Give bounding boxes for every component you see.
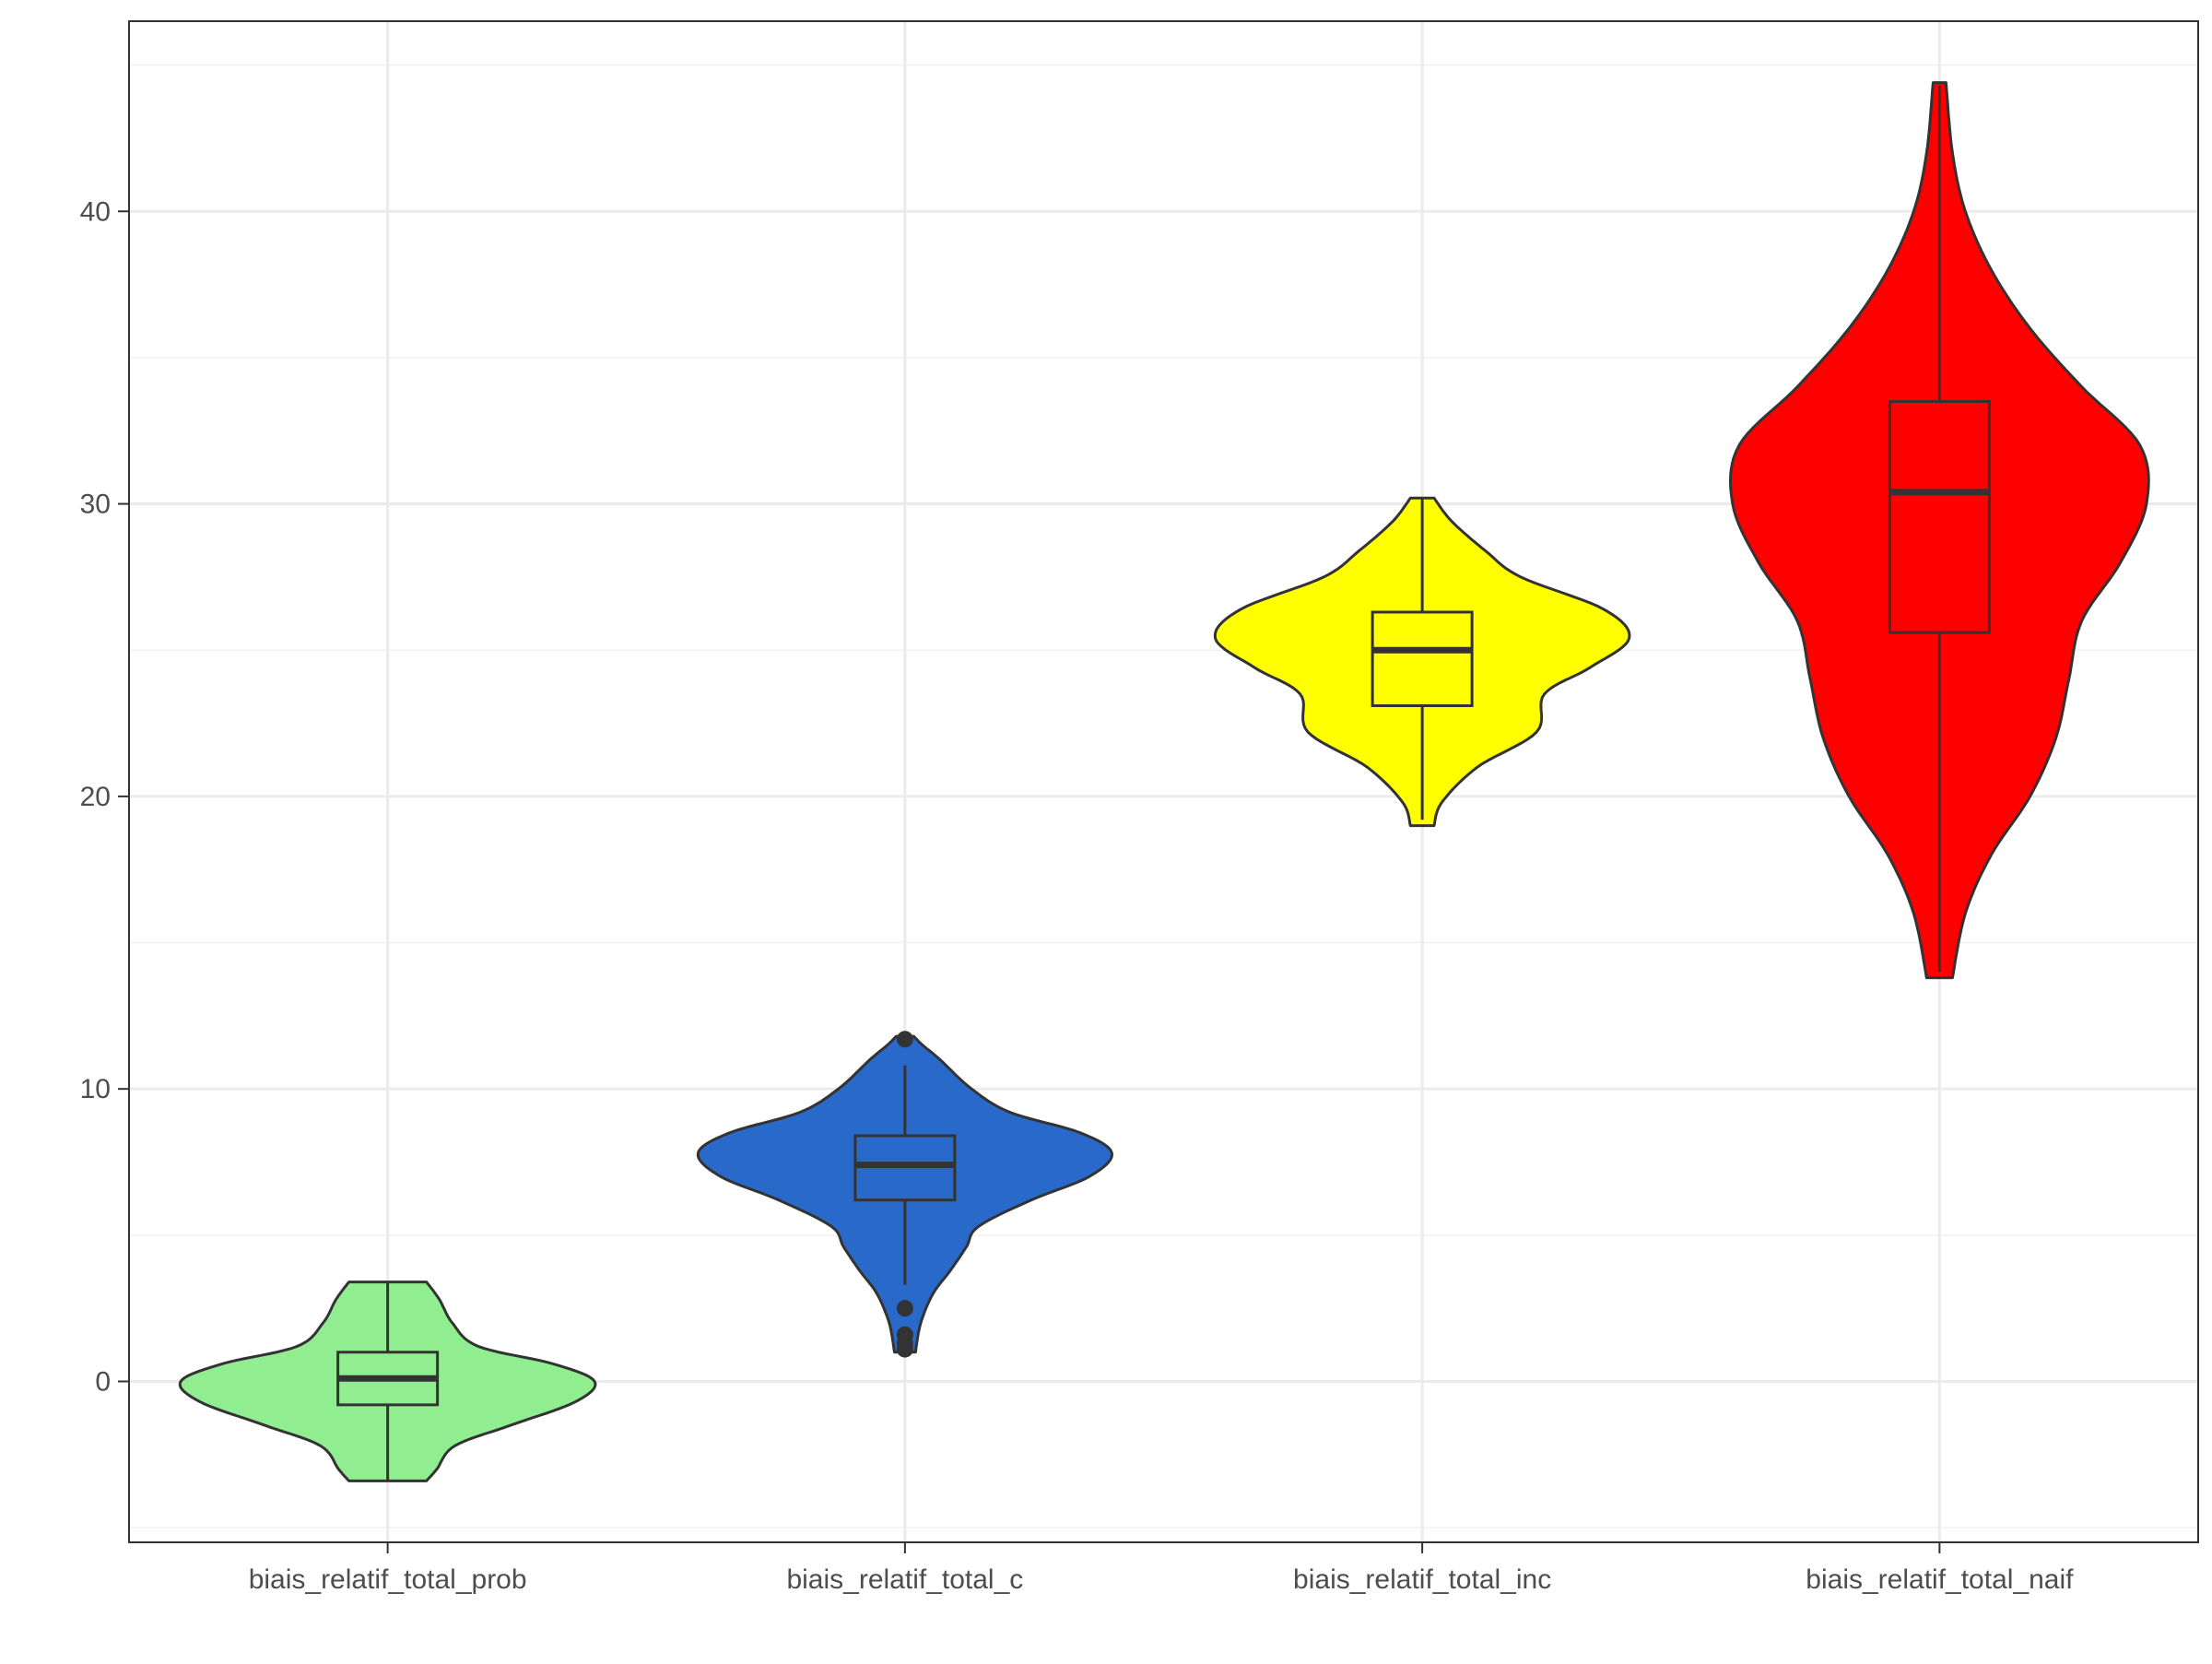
x-tick-label: biais_relatif_total_c (786, 1564, 1023, 1595)
x-tick-label: biais_relatif_total_prob (249, 1564, 527, 1595)
y-tick-label: 40 (80, 196, 111, 227)
outlier-point (896, 1340, 913, 1358)
x-tick-label: biais_relatif_total_naif (1806, 1564, 2074, 1595)
y-tick-label: 10 (80, 1074, 111, 1104)
y-tick-label: 0 (95, 1366, 111, 1397)
box-iqr (1371, 610, 1474, 708)
box-iqr (1888, 400, 1991, 634)
violins (178, 81, 2150, 1482)
outlier-point (896, 1031, 913, 1048)
violin-group-2 (696, 1031, 1113, 1358)
violin-group-3 (1213, 496, 1631, 828)
outlier-point (896, 1300, 913, 1317)
axes: 0 10 20 30 40 biais_relatif_total_prob biais_r… (80, 196, 2075, 1595)
x-tick-label: biais_relatif_total_inc (1293, 1564, 1551, 1595)
violin-group-4 (1729, 81, 2150, 980)
y-tick-label: 30 (80, 490, 111, 520)
y-tick-label: 20 (80, 782, 111, 812)
plot-border (128, 20, 2199, 1543)
violin-group-1 (178, 1280, 597, 1482)
